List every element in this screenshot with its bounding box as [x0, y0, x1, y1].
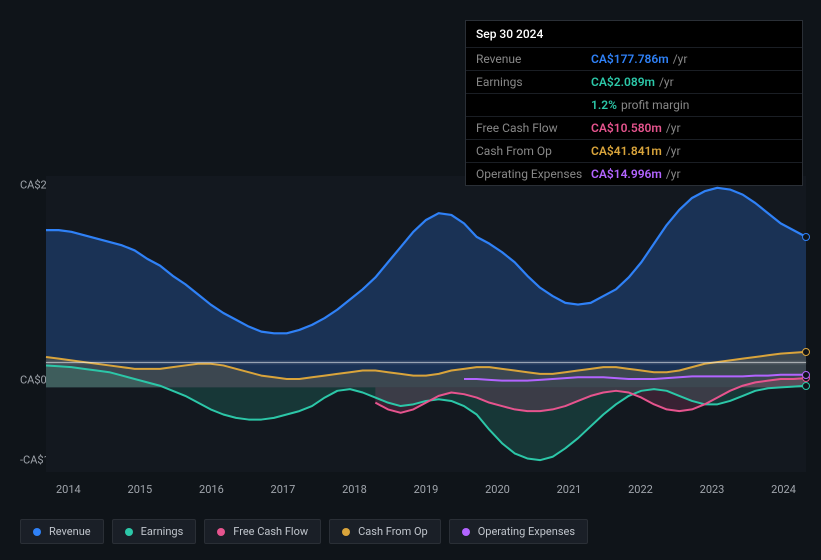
x-axis-label: 2015	[128, 483, 153, 496]
x-axis-label: 2022	[628, 483, 653, 496]
tooltip-row: Cash From OpCA$41.841m/yr	[466, 140, 802, 163]
y-axis-label: CA$0	[20, 374, 47, 387]
x-axis-label: 2018	[342, 483, 367, 496]
x-axis-label: 2019	[414, 483, 439, 496]
legend-label: Revenue	[49, 525, 91, 538]
series-end-dot	[802, 233, 810, 241]
legend-label: Cash From Op	[358, 525, 428, 538]
tooltip-row: Operating ExpensesCA$14.996m/yr	[466, 163, 802, 185]
tooltip-row-value: CA$177.786m	[591, 52, 669, 66]
chart-plot-area[interactable]	[46, 176, 806, 472]
tooltip-row-label: Free Cash Flow	[476, 121, 591, 135]
legend-item-cash-from-op[interactable]: Cash From Op	[329, 519, 441, 544]
legend-item-earnings[interactable]: Earnings	[112, 519, 197, 544]
legend-dot-icon	[342, 528, 350, 536]
legend-dot-icon	[217, 528, 225, 536]
x-axis: 2014 2015 2016 2017 2018 2019 2020 2021 2022 2023…	[46, 483, 806, 496]
tooltip-row-suffix: /yr	[666, 121, 681, 135]
legend-label: Earnings	[141, 525, 184, 538]
legend-item-operating-expenses[interactable]: Operating Expenses	[449, 519, 588, 544]
x-axis-label: 2017	[271, 483, 296, 496]
tooltip-row: Free Cash FlowCA$10.580m/yr	[466, 117, 802, 140]
series-end-dot	[802, 382, 810, 390]
x-axis-label: 2024	[771, 483, 796, 496]
tooltip-row: RevenueCA$177.786m/yr	[466, 48, 802, 71]
tooltip-row-suffix: /yr	[659, 75, 674, 89]
legend-dot-icon	[462, 528, 470, 536]
legend-item-free-cash-flow[interactable]: Free Cash Flow	[204, 519, 321, 544]
tooltip-row: 1.2% profit margin	[466, 94, 802, 117]
legend-dot-icon	[125, 528, 133, 536]
tooltip-row-label: Earnings	[476, 75, 591, 89]
tooltip-row-value: CA$41.841m	[591, 144, 662, 158]
zero-gridline	[46, 362, 806, 363]
legend-dot-icon	[33, 528, 41, 536]
legend-label: Operating Expenses	[478, 525, 575, 538]
x-axis-label: 2023	[700, 483, 725, 496]
series-end-dot	[802, 371, 810, 379]
x-axis-label: 2021	[557, 483, 582, 496]
legend-item-revenue[interactable]: Revenue	[20, 519, 104, 544]
tooltip-row-suffix: /yr	[673, 52, 688, 66]
tooltip-row-label	[476, 98, 591, 112]
series-fill-revenue	[46, 188, 806, 388]
tooltip-row-suffix: profit margin	[621, 98, 689, 112]
chart-legend: Revenue Earnings Free Cash Flow Cash From O…	[20, 519, 588, 544]
x-axis-label: 2020	[485, 483, 510, 496]
x-axis-label: 2014	[56, 483, 81, 496]
chart-tooltip: Sep 30 2024 RevenueCA$177.786m/yrEarning…	[465, 20, 803, 186]
tooltip-row-label: Revenue	[476, 52, 591, 66]
tooltip-row-value: CA$14.996m	[591, 167, 662, 181]
tooltip-date: Sep 30 2024	[466, 21, 802, 48]
tooltip-row-value: CA$2.089m	[591, 75, 655, 89]
tooltip-row: EarningsCA$2.089m/yr	[466, 71, 802, 94]
x-axis-label: 2016	[199, 483, 224, 496]
legend-label: Free Cash Flow	[233, 525, 308, 538]
series-end-dot	[802, 348, 810, 356]
tooltip-row-suffix: /yr	[666, 167, 681, 181]
financial-chart: CA$250mCA$0-CA$100m 20142015201620172018…	[16, 158, 806, 498]
tooltip-row-value: CA$10.580m	[591, 121, 662, 135]
tooltip-row-value: 1.2%	[591, 98, 617, 112]
tooltip-row-label: Cash From Op	[476, 144, 591, 158]
tooltip-row-label: Operating Expenses	[476, 167, 591, 181]
tooltip-row-suffix: /yr	[666, 144, 681, 158]
